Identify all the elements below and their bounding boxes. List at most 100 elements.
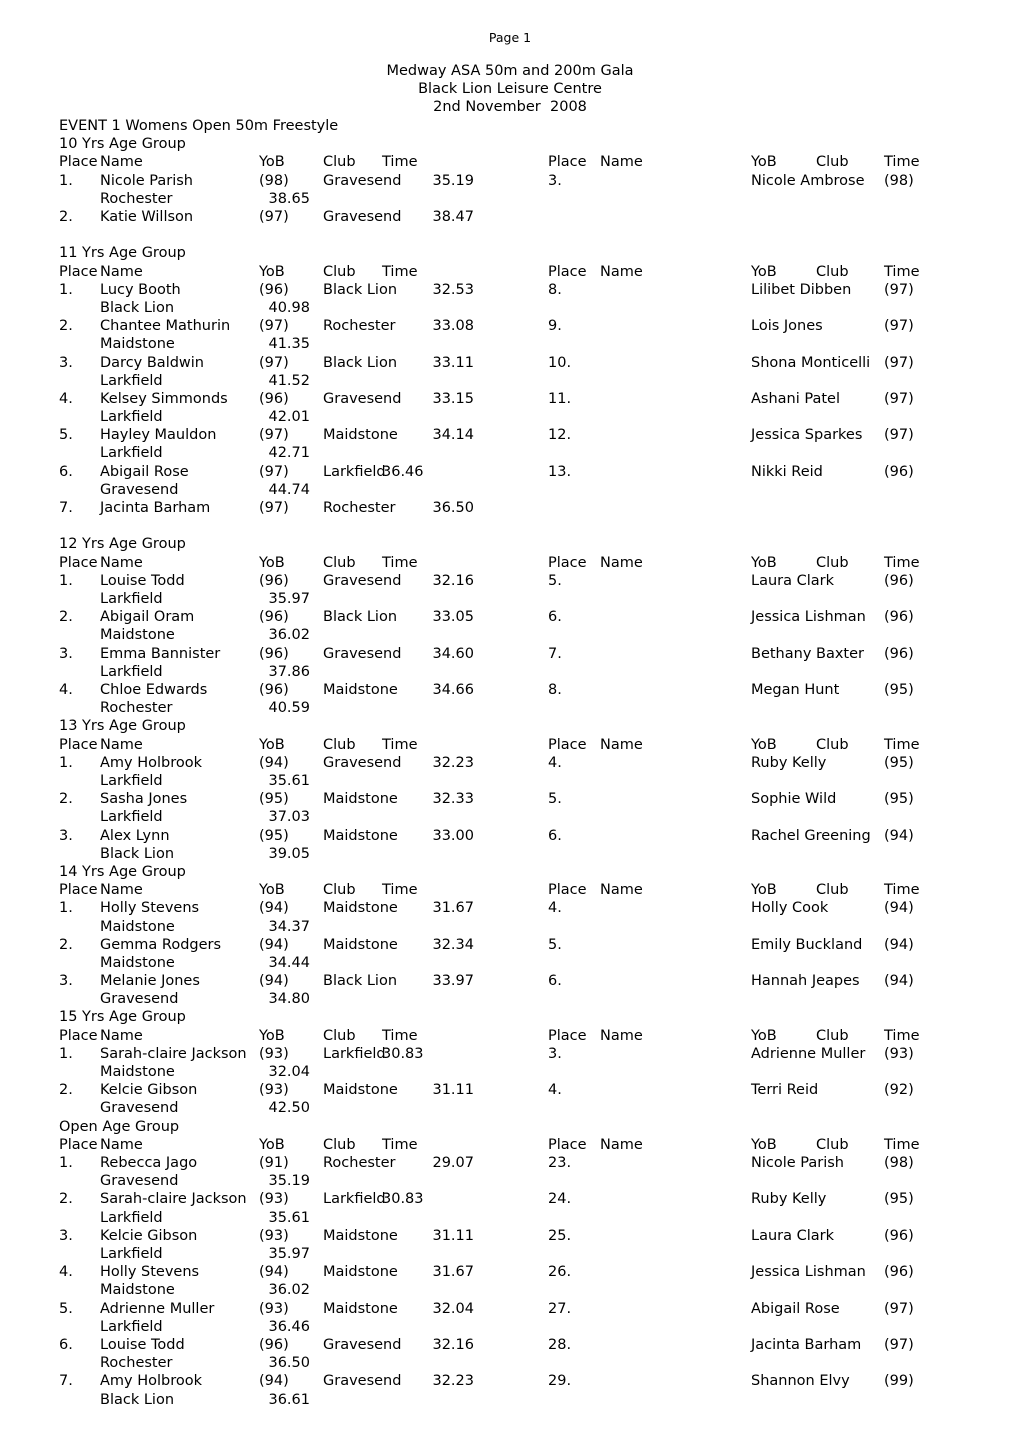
result-name-right: Jessica Lishman bbox=[751, 1264, 866, 1281]
result-name-right: Laura Clark bbox=[751, 572, 835, 589]
result-place: 2. bbox=[59, 1082, 73, 1099]
result-time-secondary: 32.04 bbox=[268, 1064, 310, 1081]
result-club-secondary: Gravesend bbox=[100, 481, 179, 498]
result-place-right: 10. bbox=[548, 354, 572, 371]
result-club: Maidstone bbox=[323, 827, 398, 844]
header-club: Club bbox=[323, 554, 356, 571]
result-yob-right: (95) bbox=[884, 754, 914, 771]
result-place-right: 6. bbox=[548, 827, 562, 844]
result-place: 2. bbox=[59, 1191, 73, 1208]
age-group-title: 13 Yrs Age Group bbox=[59, 718, 186, 735]
result-time-secondary: 41.35 bbox=[268, 336, 310, 353]
result-name: Alex Lynn bbox=[100, 827, 170, 844]
result-yob-right: (94) bbox=[884, 936, 914, 953]
result-club-secondary: Larkfield bbox=[100, 591, 163, 608]
header-yob: YoB bbox=[259, 154, 285, 171]
result-place-right: 9. bbox=[548, 318, 562, 335]
result-time: 31.11 bbox=[432, 1227, 474, 1244]
result-yob: (94) bbox=[259, 973, 289, 990]
result-time-secondary: 36.61 bbox=[268, 1391, 310, 1408]
result-name-right: Ashani Patel bbox=[751, 390, 840, 407]
result-time: 32.53 bbox=[432, 281, 474, 298]
result-row: 1. Sarah-claire Jackson (93) Larkfield 30.83… bbox=[59, 1045, 1009, 1081]
age-group-title: 15 Yrs Age Group bbox=[59, 1009, 186, 1026]
result-place-right: 6. bbox=[548, 973, 562, 990]
result-yob: (96) bbox=[259, 609, 289, 626]
result-name: Sasha Jones bbox=[100, 791, 188, 808]
result-row: 7. Amy Holbrook (94) Gravesend 32.23 Black Li… bbox=[59, 1372, 1009, 1408]
result-club-secondary: Larkfield bbox=[100, 372, 163, 389]
age-group-section: 11 Yrs Age Group Place Name YoB Club Time Plac… bbox=[59, 244, 1009, 535]
result-place-right: 25. bbox=[548, 1227, 572, 1244]
result-club-secondary: Rochester bbox=[100, 700, 173, 717]
result-time: 32.33 bbox=[432, 791, 474, 808]
result-name-right: Bethany Baxter bbox=[751, 645, 864, 662]
result-yob: (97) bbox=[259, 427, 289, 444]
result-time: 32.16 bbox=[432, 572, 474, 589]
result-name: Kelcie Gibson bbox=[100, 1227, 198, 1244]
result-time: 32.23 bbox=[432, 1373, 474, 1390]
header-name: Name bbox=[100, 882, 143, 899]
result-row: 6. Abigail Rose (97) Larkfield 36.46 Gravesen… bbox=[59, 463, 1009, 499]
result-club-secondary: Black Lion bbox=[100, 1391, 175, 1408]
header-yob: YoB bbox=[259, 554, 285, 571]
result-name: Kelsey Simmonds bbox=[100, 390, 228, 407]
result-yob-right: (96) bbox=[884, 609, 914, 626]
result-place-right: 4. bbox=[548, 754, 562, 771]
result-row: 2. Sasha Jones (95) Maidstone 32.33 Larkfield… bbox=[59, 790, 1009, 826]
result-row: 1. Louise Todd (96) Gravesend 32.16 Larkfield… bbox=[59, 572, 1009, 608]
result-place-right: 6. bbox=[548, 609, 562, 626]
result-place: 1. bbox=[59, 754, 73, 771]
result-place-right: 5. bbox=[548, 572, 562, 589]
result-name: Hayley Mauldon bbox=[100, 427, 217, 444]
result-place-right: 4. bbox=[548, 1082, 562, 1099]
result-name-right: Megan Hunt bbox=[751, 682, 840, 698]
result-row: 4. Holly Stevens (94) Maidstone 31.67 Maidsto… bbox=[59, 1263, 1009, 1299]
result-time-secondary: 34.37 bbox=[268, 918, 310, 935]
header-yob: YoB bbox=[259, 736, 285, 753]
header-place-right: Place bbox=[548, 882, 587, 899]
result-time-secondary: 35.19 bbox=[268, 1173, 310, 1190]
result-club-secondary: Gravesend bbox=[100, 1173, 179, 1190]
header-name: Name bbox=[100, 554, 143, 571]
column-header-row: Place Name YoB Club Time Place Name YoB Club Time bbox=[59, 554, 1009, 572]
result-place-right: 3. bbox=[548, 172, 562, 189]
result-name: Jacinta Barham bbox=[100, 500, 211, 517]
result-time: 34.14 bbox=[432, 427, 474, 444]
result-name: Rebecca Jago bbox=[100, 1155, 198, 1172]
column-header-row: Place Name YoB Club Time Place Name YoB Club Time bbox=[59, 1136, 1009, 1154]
result-name-right: Rachel Greening bbox=[751, 827, 871, 844]
header-name: Name bbox=[100, 154, 143, 171]
result-club-secondary: Maidstone bbox=[100, 627, 175, 644]
result-club-secondary: Maidstone bbox=[100, 918, 175, 935]
result-club-secondary: Rochester bbox=[100, 1355, 173, 1372]
header-yob-right: YoB bbox=[751, 882, 777, 899]
result-time-secondary: 44.74 bbox=[268, 481, 310, 498]
result-time-secondary: 35.61 bbox=[268, 772, 310, 789]
results-body: EVENT 1 Womens Open 50m Freestyle 10 Yrs… bbox=[59, 117, 1009, 1409]
result-place-right: 12. bbox=[548, 427, 572, 444]
result-row: 2. Chantee Mathurin (97) Rochester 33.08 Maid… bbox=[59, 317, 1009, 353]
result-row: 4. Chloe Edwards (96) Maidstone 34.66 Rochest… bbox=[59, 681, 1009, 717]
result-time-secondary: 39.05 bbox=[268, 845, 310, 862]
header-place-right: Place bbox=[548, 263, 587, 280]
result-place: 3. bbox=[59, 1227, 73, 1244]
result-name: Melanie Jones bbox=[100, 973, 200, 990]
result-yob: (91) bbox=[259, 1155, 289, 1172]
result-place-right: 7. bbox=[548, 645, 562, 662]
result-time-secondary: 35.97 bbox=[268, 591, 310, 608]
result-time-secondary: 41.52 bbox=[268, 372, 310, 389]
result-time: 34.60 bbox=[432, 645, 474, 662]
result-name-right: Shona Monticelli bbox=[751, 354, 871, 371]
result-time: 30.83 bbox=[382, 1045, 424, 1062]
header-yob: YoB bbox=[259, 1027, 285, 1044]
gala-title-block: Medway ASA 50m and 200m Gala Black Lion … bbox=[0, 62, 1020, 117]
result-time: 31.11 bbox=[432, 1082, 474, 1099]
result-name-right: Emily Buckland bbox=[751, 936, 863, 953]
result-name: Gemma Rodgers bbox=[100, 936, 222, 953]
result-name-right: Nicole Parish bbox=[751, 1155, 844, 1172]
header-place-right: Place bbox=[548, 554, 587, 571]
result-yob-right: (96) bbox=[884, 463, 914, 480]
result-time-secondary: 42.50 bbox=[268, 1100, 310, 1117]
header-club: Club bbox=[323, 882, 356, 899]
